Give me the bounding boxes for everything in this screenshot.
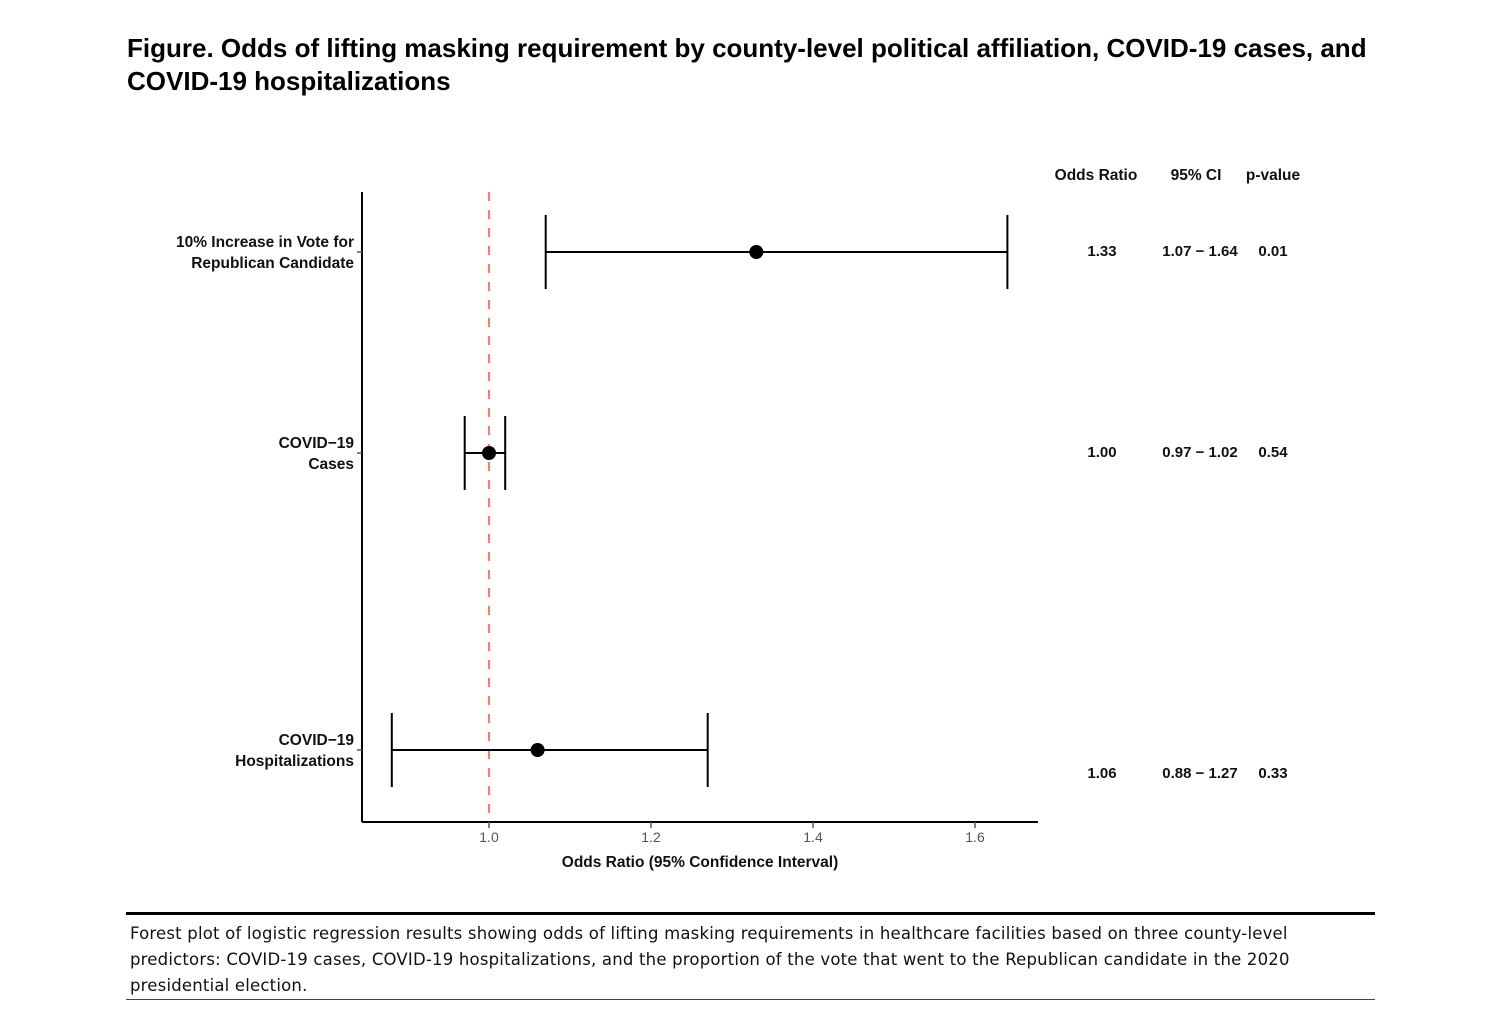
table-cell-ci: 1.07 − 1.64 [1162, 243, 1238, 260]
row-label-line: Republican Candidate [191, 255, 354, 272]
x-tick-label: 1.6 [965, 829, 985, 845]
odds-ratio-point [530, 743, 545, 757]
table-cell-ci: 0.97 − 1.02 [1162, 444, 1237, 461]
row-label-line: Cases [308, 456, 354, 473]
row-label-line: COVID−19 [279, 435, 355, 452]
table-cell-or: 1.33 [1087, 243, 1116, 260]
row-label: COVID−19 Hospitalizations [235, 732, 354, 770]
row-label-line: COVID−19 [279, 732, 355, 749]
figure-caption: Forest plot of logistic regression resul… [130, 924, 1290, 995]
x-tick-label: 1.2 [641, 829, 661, 845]
table-header-2: p-value [1246, 167, 1301, 184]
table-cell-ci: 0.88 − 1.27 [1162, 765, 1237, 782]
table-cell-or: 1.06 [1087, 765, 1116, 782]
row-label-line: Hospitalizations [235, 753, 354, 770]
table-cell-or: 1.00 [1087, 444, 1116, 461]
table-cell-p: 0.33 [1258, 765, 1287, 782]
x-tick-label: 1.4 [803, 829, 823, 845]
table-cell-p: 0.54 [1258, 444, 1288, 461]
table-cell-p: 0.01 [1258, 243, 1287, 260]
row-label: 10% Increase in Vote for Republican Candi… [176, 234, 354, 272]
odds-ratio-point [482, 446, 496, 460]
row-label: COVID−19 Cases [279, 435, 355, 473]
figure-title: Figure. Odds of lifting masking requirem… [127, 33, 1367, 96]
x-axis-title: Odds Ratio (95% Confidence Interval) [562, 854, 838, 871]
row-label-line: 10% Increase in Vote for [176, 234, 354, 251]
caption-box: Forest plot of logistic regression resul… [126, 912, 1375, 1000]
table-header-1: 95% CI [1171, 167, 1222, 184]
odds-ratio-point [749, 245, 764, 259]
table-header-0: Odds Ratio [1055, 167, 1138, 184]
x-tick-label: 1.0 [479, 829, 499, 845]
